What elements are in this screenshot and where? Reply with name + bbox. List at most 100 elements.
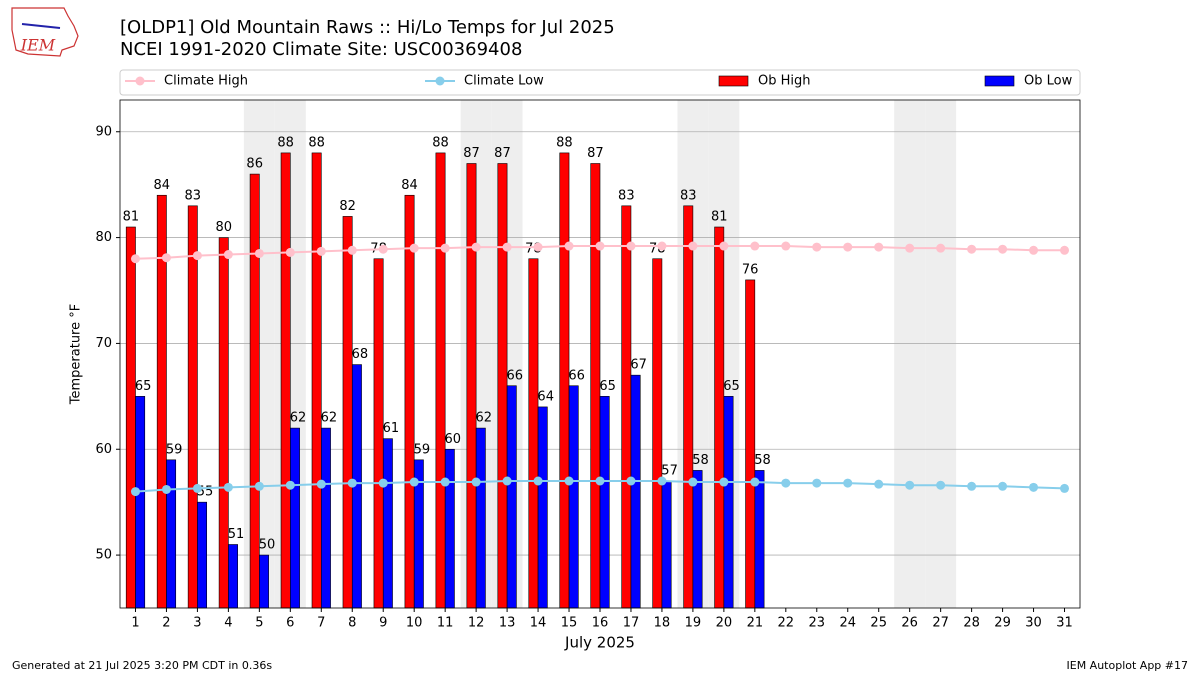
bar	[444, 448, 455, 609]
x-tick-label: 22	[778, 616, 795, 631]
x-tick-label: 8	[348, 616, 356, 631]
footer-left: Generated at 21 Jul 2025 3:20 PM CDT in …	[12, 659, 272, 672]
bar	[506, 385, 517, 609]
bar	[320, 427, 331, 609]
point	[409, 243, 419, 253]
point	[750, 477, 760, 487]
bar	[382, 438, 393, 609]
data-label: 86	[246, 157, 263, 172]
bar	[435, 152, 446, 609]
data-label: 88	[556, 135, 573, 150]
y-tick-label: 60	[95, 442, 112, 457]
y-tick-label: 50	[95, 548, 112, 563]
data-label: 65	[723, 379, 740, 394]
data-label: 67	[630, 358, 647, 373]
point	[130, 254, 140, 264]
data-label: 50	[259, 538, 276, 553]
point	[254, 248, 264, 258]
data-label: 82	[339, 199, 356, 214]
logo-text: IEM	[20, 36, 56, 55]
point	[905, 243, 915, 253]
data-label: 88	[308, 135, 325, 150]
data-label: 83	[185, 188, 202, 203]
x-tick-label: 14	[530, 616, 547, 631]
data-label: 59	[414, 442, 431, 457]
legend-label: Ob High	[758, 74, 811, 89]
point	[378, 244, 388, 254]
data-label: 60	[445, 432, 462, 447]
y-tick-label: 70	[95, 336, 112, 351]
point	[936, 243, 946, 253]
x-tick-label: 4	[224, 616, 232, 631]
point	[192, 483, 202, 493]
point	[564, 476, 574, 486]
x-tick-label: 7	[317, 616, 325, 631]
bar	[528, 258, 539, 609]
point	[874, 479, 884, 489]
data-label: 88	[277, 135, 294, 150]
data-label: 59	[166, 442, 183, 457]
x-tick-label: 17	[623, 616, 640, 631]
x-tick-label: 26	[901, 616, 918, 631]
x-tick-label: 12	[468, 616, 485, 631]
x-tick-label: 30	[1025, 616, 1042, 631]
x-tick-label: 9	[379, 616, 387, 631]
point	[1060, 245, 1070, 255]
point	[626, 476, 636, 486]
point	[936, 480, 946, 490]
point	[223, 250, 233, 260]
y-tick-label: 90	[95, 124, 112, 139]
point	[1029, 245, 1039, 255]
x-tick-label: 16	[592, 616, 609, 631]
data-label: 51	[228, 527, 245, 542]
x-tick-label: 28	[963, 616, 980, 631]
point	[285, 247, 295, 257]
point	[719, 477, 729, 487]
y-tick-label: 80	[95, 230, 112, 245]
point	[750, 241, 760, 251]
legend-marker	[135, 76, 145, 86]
bar	[630, 374, 641, 609]
data-label: 65	[135, 379, 152, 394]
point	[471, 242, 481, 252]
bar	[497, 163, 508, 609]
logo-outline	[11, 7, 79, 57]
bar	[537, 406, 548, 609]
bar	[714, 226, 725, 609]
x-tick-label: 19	[685, 616, 702, 631]
data-label: 81	[711, 210, 728, 225]
bar	[166, 459, 177, 609]
point	[130, 487, 140, 497]
point	[223, 482, 233, 492]
bar	[135, 396, 146, 609]
point	[781, 478, 791, 488]
data-label: 66	[568, 368, 585, 383]
bar	[311, 152, 322, 609]
bar	[228, 544, 238, 609]
bar	[290, 427, 300, 609]
data-label: 84	[154, 178, 171, 193]
bar	[466, 163, 477, 609]
bar	[280, 152, 291, 609]
point	[905, 480, 915, 490]
x-tick-label: 27	[932, 616, 949, 631]
point	[533, 242, 543, 252]
bar	[568, 385, 579, 609]
x-tick-label: 25	[870, 616, 887, 631]
legend-marker	[435, 76, 445, 86]
bar	[599, 396, 610, 609]
data-label: 81	[123, 210, 140, 225]
legend-frame	[119, 69, 1081, 96]
point	[316, 246, 326, 256]
point	[533, 476, 543, 486]
bar	[125, 226, 136, 609]
data-label: 65	[599, 379, 616, 394]
point	[409, 477, 419, 487]
legend-label: Ob Low	[1024, 74, 1073, 89]
data-label: 84	[401, 178, 418, 193]
bar	[745, 279, 756, 609]
point	[595, 476, 605, 486]
point	[254, 481, 264, 491]
highlight-band	[894, 100, 926, 608]
